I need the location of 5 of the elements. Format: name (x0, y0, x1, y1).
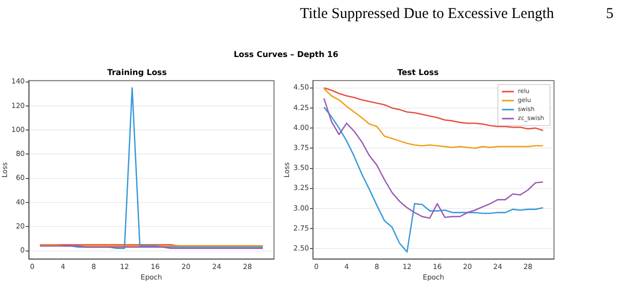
chart-title: Training Loss (107, 68, 167, 77)
text: Title Suppressed Due to Excessive Length (300, 6, 554, 23)
text: 5 (606, 6, 614, 23)
text: Loss Curves – Depth 16 (232, 50, 340, 59)
chart-title: Test Loss (397, 68, 439, 77)
